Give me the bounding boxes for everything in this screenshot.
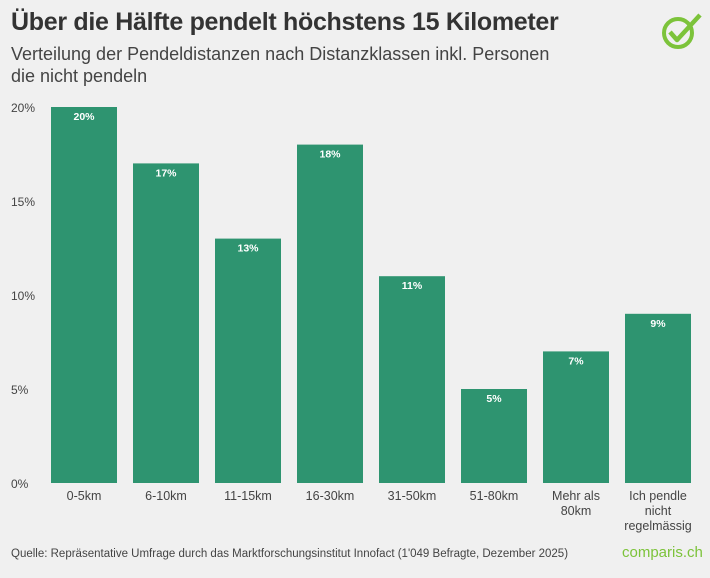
y-tick-label: 20% [11, 101, 35, 115]
x-tick-label: 16-30km [306, 489, 355, 503]
comparis-logo-icon [662, 13, 702, 49]
x-tick-label: Ich pendle [629, 489, 687, 503]
data-label: 18% [319, 149, 341, 161]
x-tick-label: nicht [645, 504, 672, 518]
bar [297, 144, 363, 483]
bar [625, 313, 691, 483]
brand-logo-text: comparis.ch [622, 544, 703, 561]
x-tick-label: 51-80km [470, 489, 519, 503]
data-label: 9% [650, 318, 666, 330]
bar-chart: 0% 5% 10% 15% 20% 20% 0-5km 17% 6-10km 13% 11-15km… [11, 101, 692, 533]
data-label: 11% [402, 280, 423, 292]
bar [51, 107, 117, 483]
bar [379, 276, 445, 483]
bar [461, 389, 527, 483]
y-tick-label: 10% [11, 289, 35, 303]
data-label: 13% [237, 243, 259, 255]
y-tick-label: 0% [11, 477, 29, 491]
x-tick-label: 11-15km [224, 489, 272, 503]
y-tick-label: 15% [11, 195, 35, 209]
chart-subtitle: Verteilung der Pendeldistanzen nach Dist… [11, 44, 550, 86]
x-tick-label: 6-10km [145, 489, 187, 503]
x-tick-label: regelmässig [624, 519, 691, 533]
bar [215, 238, 281, 483]
data-label: 5% [486, 393, 502, 405]
bar [543, 351, 609, 483]
y-tick-label: 5% [11, 383, 29, 397]
x-tick-label: 31-50km [388, 489, 437, 503]
x-tick-label: 80km [561, 504, 592, 518]
bar [133, 163, 199, 483]
data-label: 17% [155, 167, 177, 179]
x-tick-label: 0-5km [67, 489, 102, 503]
x-tick-label: Mehr als [552, 489, 600, 503]
data-label: 20% [73, 111, 95, 123]
source-note: Quelle: Repräsentative Umfrage durch das… [11, 548, 569, 560]
data-label: 7% [568, 355, 584, 367]
chart-title: Über die Hälfte pendelt höchstens 15 Kil… [11, 8, 559, 36]
